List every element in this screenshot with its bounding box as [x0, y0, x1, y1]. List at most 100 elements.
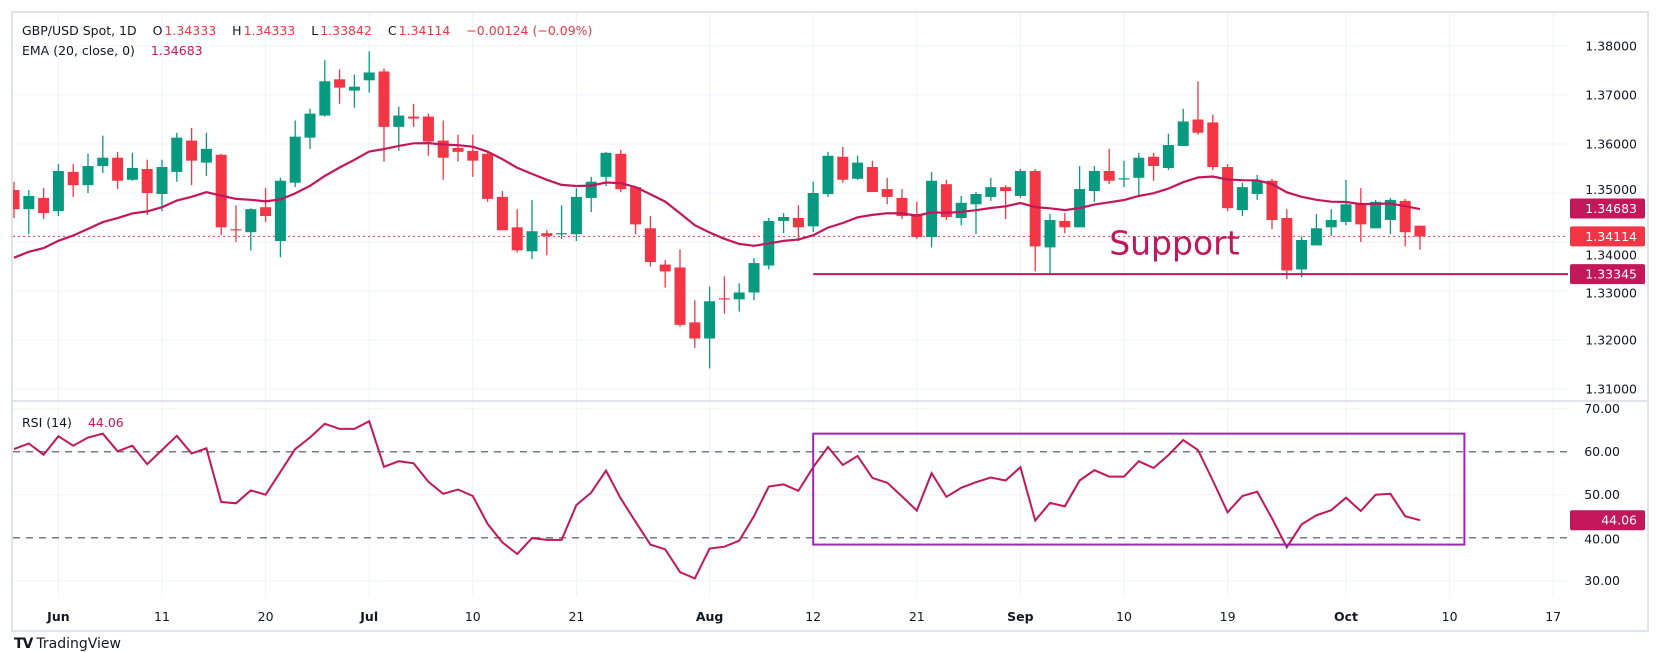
- candle-up: [200, 132, 212, 176]
- candle-body: [556, 233, 568, 235]
- candle-body: [1296, 240, 1308, 270]
- candle-body: [1370, 201, 1382, 229]
- candle-body: [1355, 204, 1367, 225]
- candle-up: [926, 171, 938, 248]
- candle-down: [630, 187, 642, 235]
- support-annotation: Support: [1109, 224, 1240, 263]
- candle-up: [955, 195, 967, 226]
- candle-down: [1000, 185, 1012, 219]
- candle-body: [1044, 219, 1056, 248]
- candle-body: [1236, 187, 1248, 211]
- candle-up: [52, 164, 64, 217]
- candle-up: [778, 213, 790, 234]
- candle-down: [141, 159, 153, 216]
- candle-body: [955, 202, 967, 218]
- candle-body: [1222, 167, 1234, 209]
- candle-body: [1340, 204, 1352, 222]
- rsi-tick-label: 30.00: [1584, 573, 1620, 588]
- price-legend: GBP/USD Spot, 1D O 1.34333 H 1.34333 L 1.33…: [22, 23, 594, 38]
- candle-down: [541, 230, 553, 256]
- candle-body: [970, 193, 982, 205]
- high-label: H: [232, 23, 242, 38]
- candle-body: [1000, 187, 1012, 192]
- x-tick-label: 12: [805, 609, 821, 624]
- high-value: 1.34333: [243, 23, 296, 38]
- candle-body: [748, 263, 760, 293]
- candle-down: [334, 69, 346, 104]
- candle-down: [511, 209, 523, 253]
- candle-body: [822, 155, 834, 194]
- candle-body: [718, 298, 730, 300]
- candle-down: [1059, 213, 1071, 234]
- x-tick-label: Sep: [1007, 609, 1033, 624]
- price-tick-label: 1.36000: [1585, 137, 1637, 152]
- candle-up: [704, 286, 716, 369]
- candle-down: [689, 300, 701, 348]
- candle-up: [1236, 182, 1248, 217]
- candle-body: [97, 157, 109, 167]
- ema-legend-value: 1.34683: [150, 43, 203, 58]
- candle-down: [186, 127, 198, 186]
- tradingview-logo: TV TradingView: [14, 636, 121, 652]
- x-tick-label: Aug: [696, 609, 724, 624]
- candle-body: [689, 322, 701, 339]
- candle-body: [940, 184, 952, 218]
- price-pane: Support: [13, 51, 1568, 369]
- rsi-tick-label: 70.00: [1584, 401, 1620, 416]
- candle-body: [13, 190, 20, 210]
- candle-body: [541, 233, 553, 237]
- candle-body: [881, 189, 893, 197]
- candle-up: [852, 155, 864, 180]
- candle-up: [1296, 236, 1308, 278]
- price-tick-label: 1.32000: [1585, 333, 1637, 348]
- candle-body: [585, 181, 597, 198]
- candle-up: [1118, 160, 1130, 188]
- candle-up: [304, 108, 316, 149]
- candle-body: [1118, 178, 1130, 180]
- close-price-tag: 1.34114: [1570, 226, 1645, 247]
- candle-body: [171, 137, 183, 172]
- ema-price-tag-text: 1.34683: [1585, 201, 1637, 216]
- candle-down: [496, 191, 508, 231]
- candle-body: [200, 148, 212, 163]
- low-label: L: [311, 23, 319, 38]
- candle-up: [556, 205, 568, 240]
- x-tick-label: 10: [1116, 609, 1132, 624]
- candle-body: [1059, 220, 1071, 228]
- x-tick-label: 21: [568, 609, 584, 624]
- rsi-tick-label: 50.00: [1584, 487, 1620, 502]
- close-value: 1.34114: [398, 23, 451, 38]
- candle-body: [1384, 199, 1396, 220]
- candle-body: [644, 228, 656, 263]
- tv-logo-icon: TV: [14, 636, 33, 652]
- candle-body: [778, 217, 790, 221]
- candle-down: [408, 103, 420, 127]
- rsi-value-tag-text: 44.06: [1601, 513, 1637, 528]
- candle-body: [526, 231, 538, 252]
- candle-down: [659, 260, 671, 288]
- candle-down: [1207, 114, 1219, 170]
- candle-body: [896, 197, 908, 217]
- support-price-tag: 1.33345: [1570, 264, 1645, 285]
- rsi-legend-value: 44.06: [87, 415, 124, 430]
- change-value: −0.00124 (−0.09%): [466, 23, 593, 38]
- candle-body: [911, 214, 923, 238]
- candle-body: [186, 140, 198, 161]
- candle-down: [1414, 225, 1426, 250]
- rsi-value-tag-bg: [1570, 510, 1645, 531]
- candle-up: [126, 152, 138, 181]
- candle-down: [467, 134, 479, 177]
- candle-body: [733, 292, 745, 300]
- open-label: O: [152, 23, 163, 38]
- rsi-legend-label: RSI (14): [22, 415, 72, 430]
- candle-body: [1192, 119, 1204, 133]
- candle-body: [1399, 200, 1411, 233]
- rsi-legend: RSI (14) 44.06: [22, 415, 126, 430]
- candle-up: [393, 106, 405, 151]
- candle-down: [615, 149, 627, 193]
- candle-up: [156, 159, 168, 212]
- candle-body: [1310, 228, 1322, 246]
- candle-body: [156, 167, 168, 194]
- candle-up: [585, 176, 597, 213]
